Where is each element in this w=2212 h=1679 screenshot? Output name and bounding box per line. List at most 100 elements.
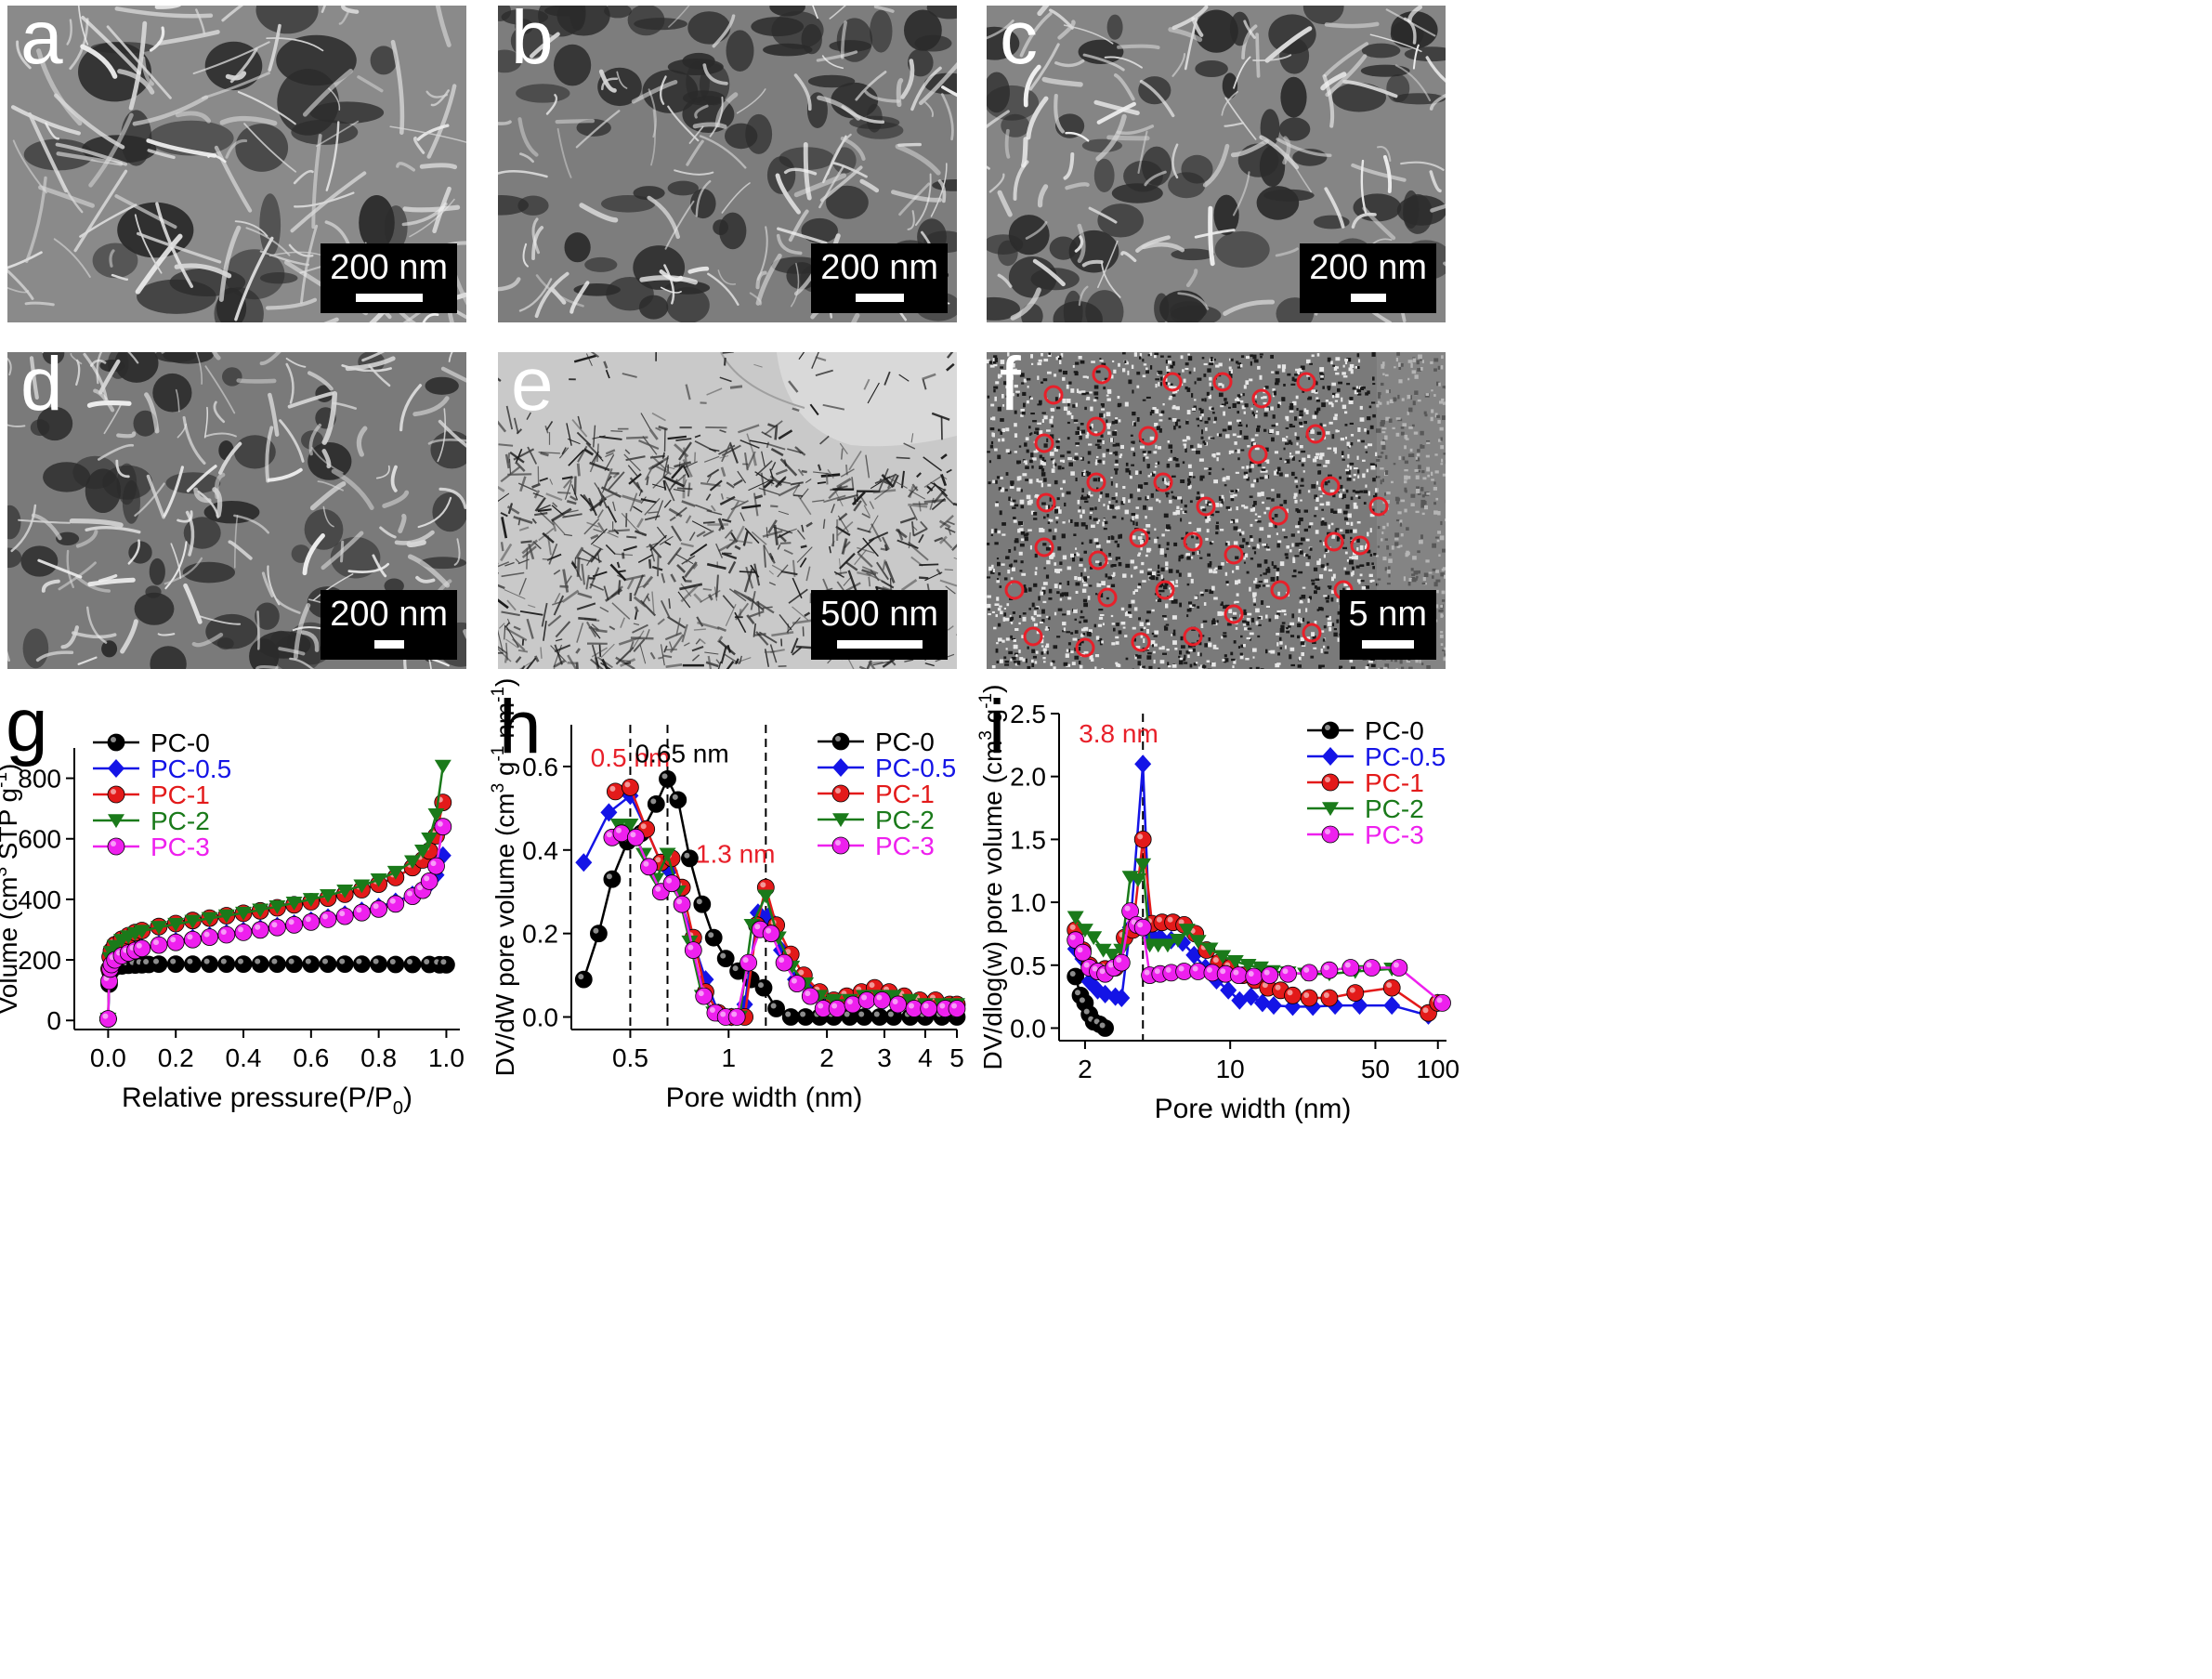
chart-h: h 0.5 1 2 3 4 5 0.0 0.2 0.4 0.6 Pore width (nm) DV/…	[489, 678, 985, 1115]
legend-marker	[831, 732, 850, 751]
data-point	[201, 928, 219, 947]
data-point	[590, 925, 608, 943]
y-tick-label: 0.0	[1010, 1014, 1046, 1043]
data-point	[370, 955, 388, 974]
x-tick-label: 4	[918, 1043, 933, 1072]
micrograph-d-image	[7, 352, 466, 669]
pore-marker-circle	[1129, 528, 1149, 548]
data-point	[669, 791, 687, 809]
data-point	[1279, 964, 1297, 983]
x-tick-label: 3	[877, 1043, 892, 1072]
data-point	[302, 912, 321, 931]
y-tick-label: 1.0	[1010, 888, 1046, 917]
data-point	[801, 987, 819, 1005]
annotation-label: 3.8 nm	[1079, 719, 1158, 748]
pore-marker-circle	[1224, 604, 1244, 624]
data-point	[1251, 961, 1269, 976]
legend-label: PC-0	[1365, 716, 1424, 745]
data-point	[1134, 754, 1152, 774]
x-tick-label: 0.4	[226, 1043, 262, 1072]
series-PC-3	[1067, 902, 1451, 1012]
legend-label: PC-1	[1365, 768, 1424, 797]
legend-marker	[108, 759, 124, 778]
legend-label: PC-1	[151, 780, 210, 809]
data-point	[352, 955, 371, 974]
legend-label: PC-0.5	[875, 754, 956, 782]
chart-g-svg: 0.0 0.2 0.4 0.6 0.8 1.0 0 200 400 600 800 Relative …	[0, 728, 465, 1119]
data-point	[1089, 980, 1106, 1000]
scale-bar-b-line	[855, 294, 904, 302]
x-tick-label: 0.5	[612, 1043, 648, 1072]
annotation-label: 1.3 nm	[696, 839, 776, 868]
sem-texture	[7, 352, 466, 669]
data-point	[767, 1000, 786, 1017]
data-point	[693, 895, 712, 913]
legend-label: PC-0.5	[1365, 742, 1446, 771]
chart-g-panel-label: g	[6, 683, 48, 767]
legend-label: PC-2	[875, 806, 935, 834]
y-tick-label: 800	[18, 765, 61, 794]
panel-label-e: e	[511, 352, 554, 426]
data-point	[1245, 967, 1263, 986]
panel-label-a: a	[20, 6, 63, 80]
legend-label: PC-3	[875, 832, 935, 860]
data-point	[427, 807, 445, 822]
x-tick-label: 0.2	[158, 1043, 194, 1072]
data-point	[386, 895, 405, 913]
data-point	[1074, 943, 1092, 962]
chart-h-panel-label: h	[499, 685, 542, 769]
data-point	[1320, 961, 1339, 979]
data-point	[1383, 996, 1401, 1016]
data-point	[828, 1000, 846, 1017]
scale-bar-b-text: 200 nm	[820, 248, 938, 288]
data-point	[775, 953, 793, 972]
pore-marker-circle	[1075, 637, 1095, 658]
data-point	[285, 915, 304, 934]
data-point	[268, 955, 286, 974]
legend-label: PC-3	[151, 833, 210, 861]
data-point	[285, 955, 304, 974]
data-point	[302, 955, 321, 974]
scale-bar-d-text: 200 nm	[330, 595, 448, 635]
annotation-label: 0.5 nm	[591, 743, 671, 772]
x-tick-label: 1	[721, 1043, 736, 1072]
data-point	[1253, 993, 1271, 1013]
x-tick-label: 2	[1078, 1055, 1093, 1083]
y-axis-label: Volume (cm3 STP g-1)	[0, 764, 22, 1015]
pore-marker-circle	[1224, 544, 1244, 565]
pore-marker-circle	[1153, 472, 1173, 492]
data-point	[1320, 989, 1339, 1007]
legend-label: PC-0.5	[151, 754, 231, 783]
series-PC-3	[99, 818, 452, 1029]
scale-bar-c-line	[1350, 294, 1386, 302]
pore-marker-circle	[1086, 472, 1106, 492]
data-point	[166, 933, 185, 951]
data-point	[414, 845, 431, 859]
data-point	[133, 939, 151, 958]
data-point	[1342, 959, 1360, 977]
tem-film	[777, 352, 957, 447]
micrograph-a: a 200 nm	[7, 6, 466, 322]
data-point	[167, 917, 185, 932]
pore-marker-circle	[1138, 426, 1158, 446]
legend-marker	[1321, 773, 1340, 792]
data-point	[1239, 959, 1257, 973]
data-point	[684, 941, 702, 960]
data-point	[1134, 858, 1152, 872]
legend-label: PC-2	[151, 807, 210, 835]
chart-i-svg: 2 10 50 100 0.0 0.5 1.0 1.5 2.0 2.5 Pore width (nm…	[976, 685, 1459, 1124]
scale-bar-c-text: 200 nm	[1309, 248, 1427, 288]
data-point	[1390, 959, 1408, 977]
scale-bar-d: 200 nm	[321, 590, 457, 660]
x-axis-label: Pore width (nm)	[666, 1082, 863, 1113]
pore-marker-circle	[1368, 496, 1389, 517]
data-point	[1158, 938, 1176, 953]
data-point	[319, 955, 337, 974]
data-point	[1363, 959, 1381, 977]
data-point	[1112, 953, 1131, 972]
pore-marker-circle	[1043, 385, 1064, 405]
data-point	[437, 955, 455, 974]
legend-marker	[108, 814, 124, 829]
legend-label: PC-1	[875, 780, 935, 808]
data-point	[1382, 978, 1401, 997]
